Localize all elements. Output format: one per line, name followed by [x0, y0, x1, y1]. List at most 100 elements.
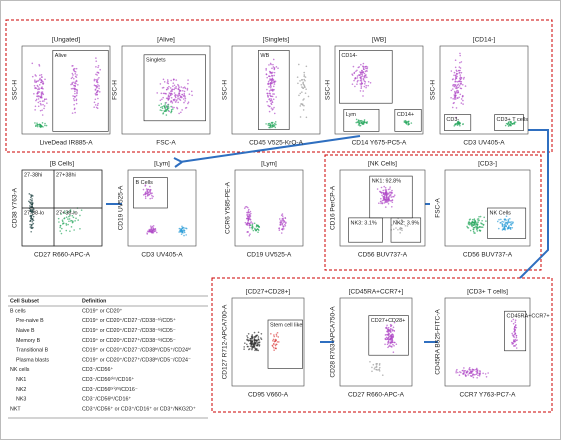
- event-dot: [362, 79, 365, 81]
- event-dot: [302, 99, 304, 101]
- event-dot: [303, 75, 306, 78]
- event-dot: [392, 343, 394, 346]
- event-dot: [272, 338, 275, 341]
- event-dot: [305, 88, 307, 91]
- event-dot: [253, 336, 256, 338]
- event-dot: [388, 338, 390, 341]
- event-dot: [272, 343, 275, 345]
- event-dot: [404, 224, 407, 227]
- event-dot: [399, 222, 402, 224]
- event-dot: [71, 76, 74, 79]
- y-axis-label: CD127 R712-APCA700-A: [222, 304, 229, 379]
- event-dot: [185, 234, 187, 236]
- event-dot: [380, 197, 382, 200]
- event-dot: [73, 108, 76, 110]
- event-dot: [386, 198, 389, 201]
- event-dot: [183, 231, 186, 234]
- event-dot: [57, 217, 60, 220]
- event-dot: [151, 194, 153, 197]
- event-dot: [275, 96, 277, 98]
- event-dot: [174, 96, 177, 99]
- event-dot: [243, 348, 245, 350]
- event-dot: [385, 197, 388, 199]
- event-dot: [476, 227, 478, 230]
- event-dot: [36, 84, 39, 87]
- event-dot: [281, 215, 284, 217]
- event-dot: [190, 90, 193, 93]
- event-dot: [37, 105, 40, 108]
- event-dot: [501, 222, 503, 225]
- event-dot: [154, 228, 157, 231]
- event-dot: [471, 368, 474, 371]
- event-dot: [472, 376, 475, 379]
- event-dot: [515, 335, 518, 337]
- event-dot: [271, 121, 274, 124]
- event-dot: [176, 107, 179, 110]
- event-dot: [379, 200, 382, 203]
- event-dot: [359, 74, 361, 77]
- event-dot: [250, 340, 252, 343]
- event-dot: [186, 87, 189, 90]
- event-dot: [29, 205, 31, 207]
- event-dot: [265, 69, 267, 71]
- event-dot: [398, 222, 401, 224]
- event-dot: [253, 341, 256, 343]
- event-dot: [266, 76, 268, 79]
- event-dot: [257, 331, 260, 334]
- event-dot: [29, 220, 32, 222]
- event-dot: [98, 85, 100, 87]
- event-dot: [166, 97, 169, 100]
- event-dot: [514, 326, 516, 329]
- plot-area: [231, 45, 321, 135]
- event-dot: [510, 320, 513, 322]
- event-dot: [512, 334, 515, 337]
- event-dot: [485, 220, 487, 222]
- event-dot: [477, 220, 479, 222]
- event-dot: [97, 78, 99, 80]
- event-dot: [476, 225, 478, 228]
- event-dot: [251, 347, 253, 350]
- event-dot: [96, 81, 98, 83]
- event-dot: [378, 370, 381, 372]
- event-dot: [473, 226, 476, 229]
- event-dot: [74, 84, 76, 87]
- event-dot: [270, 124, 272, 127]
- event-dot: [403, 121, 406, 124]
- event-dot: [513, 329, 516, 332]
- event-dot: [168, 85, 170, 88]
- event-dot: [187, 101, 190, 103]
- event-dot: [249, 218, 252, 221]
- event-dot: [29, 201, 31, 204]
- event-dot: [150, 226, 153, 229]
- event-dot: [472, 224, 475, 227]
- event-dot: [67, 218, 69, 220]
- event-dot: [391, 199, 394, 201]
- event-dot: [271, 89, 274, 92]
- event-dot: [301, 91, 303, 93]
- event-dot: [507, 220, 509, 223]
- panel-title: [CD3-]: [478, 161, 497, 168]
- event-dot: [455, 76, 457, 78]
- event-dot: [475, 373, 478, 375]
- event-dot: [468, 219, 471, 221]
- event-dot: [278, 229, 281, 232]
- event-dot: [40, 95, 43, 98]
- event-dot: [75, 94, 78, 97]
- event-dot: [76, 91, 78, 94]
- event-dot: [302, 82, 304, 85]
- event-dot: [74, 75, 77, 78]
- gate-label: CD3-: [446, 117, 459, 123]
- y-axis-label: FSC-H: [112, 80, 119, 100]
- event-dot: [380, 202, 382, 205]
- plot-area: [234, 169, 304, 247]
- event-dot: [481, 223, 484, 225]
- table-cell: Naive B: [16, 328, 35, 334]
- table-cell: CD19⁺ or CD20⁺/CD27⁺/CD38⁻ˡᵒ/CD5⁻: [82, 338, 176, 344]
- event-dot: [152, 231, 155, 234]
- event-dot: [271, 101, 273, 103]
- event-dot: [392, 329, 394, 331]
- event-dot: [31, 220, 34, 223]
- event-dot: [95, 73, 97, 76]
- event-dot: [180, 86, 183, 88]
- event-dot: [354, 77, 357, 79]
